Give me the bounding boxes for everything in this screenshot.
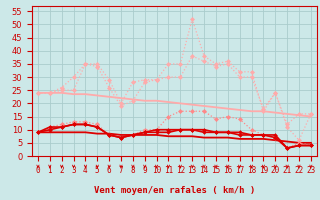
X-axis label: Vent moyen/en rafales ( km/h ): Vent moyen/en rafales ( km/h ): [94, 186, 255, 195]
